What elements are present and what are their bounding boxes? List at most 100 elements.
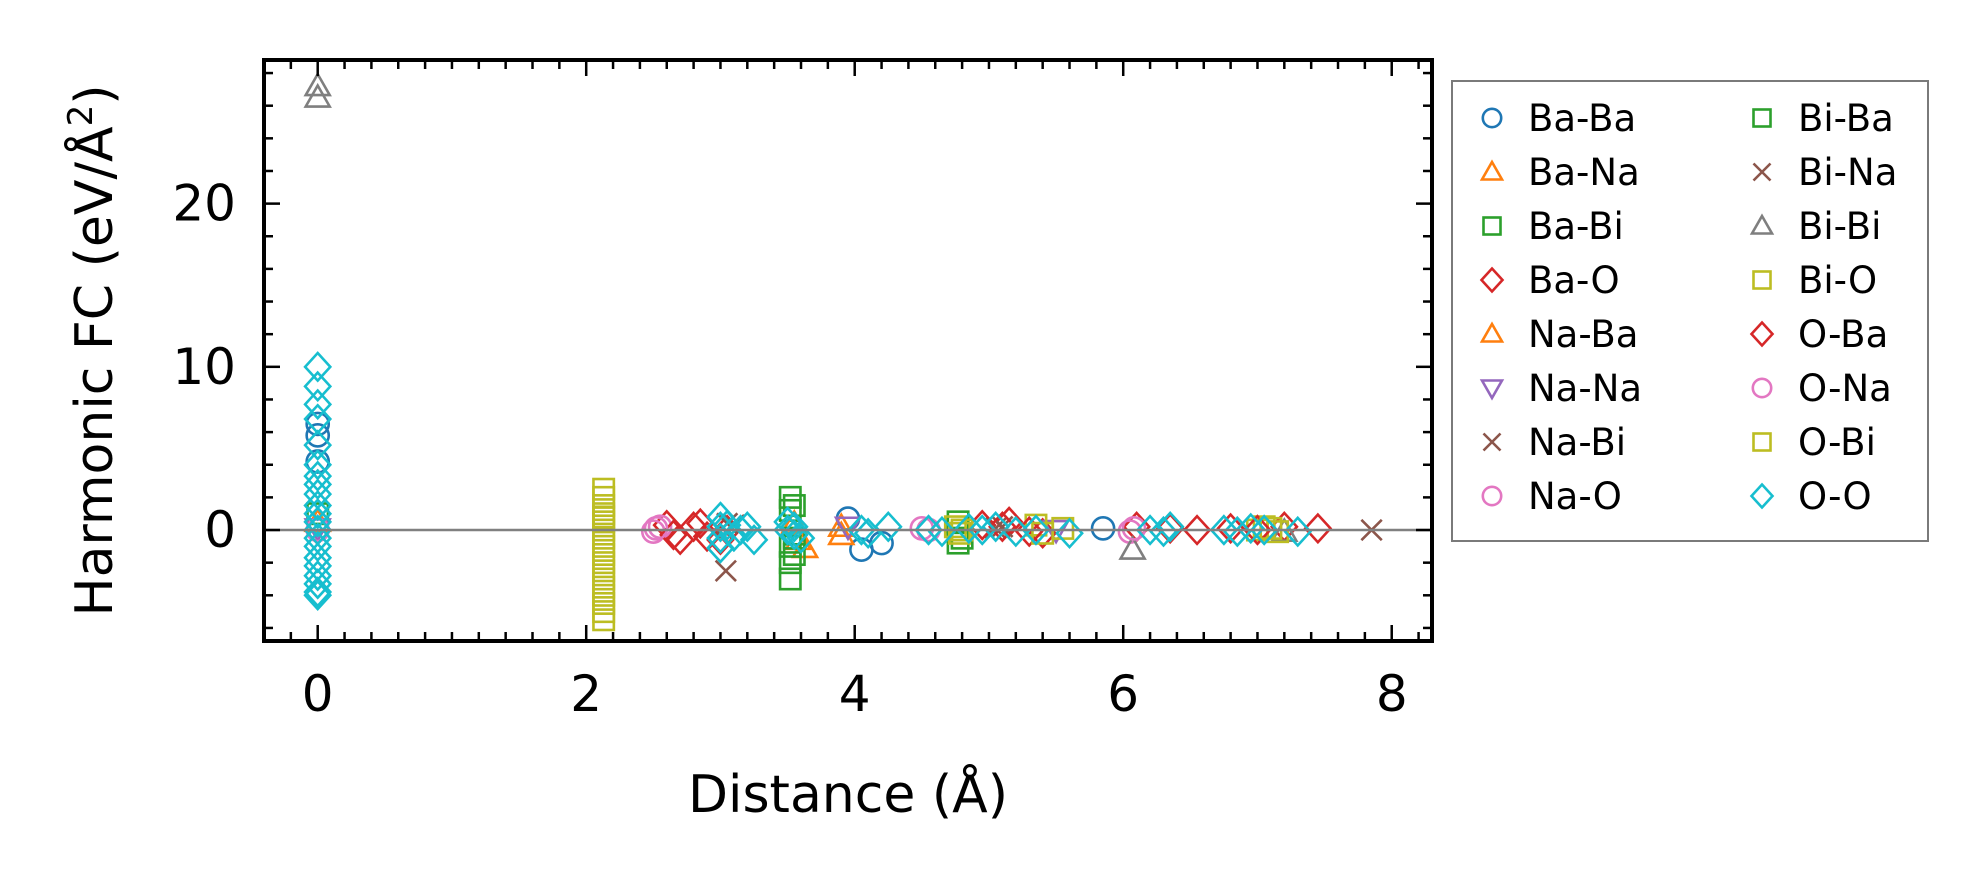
- data-point-o-o: [1222, 515, 1252, 548]
- legend-marker-na-na: [1479, 379, 1505, 401]
- data-point-o-bi: [1259, 516, 1283, 540]
- data-point-o-o: [1149, 515, 1178, 548]
- legend-marker-o-bi: [1752, 432, 1772, 452]
- data-point-na-na: [833, 516, 863, 542]
- data-point-ba-na: [827, 520, 856, 546]
- data-point-ba-bi: [778, 485, 802, 509]
- legend-label-ba-o: Ba-O: [1528, 259, 1620, 302]
- data-point-o-o: [779, 511, 809, 543]
- data-point-o-o: [914, 514, 943, 546]
- y-axis-label-close: ): [65, 84, 125, 104]
- y-axis-label-superscript: 2: [61, 105, 101, 127]
- legend-marker-bi-na: [1752, 162, 1772, 182]
- data-point-bi-o: [943, 515, 967, 539]
- y-tick-label: 0: [204, 501, 236, 559]
- data-point-o-o: [1021, 514, 1051, 546]
- data-point-o-o: [954, 512, 984, 545]
- legend: Ba-Ba Ba-Na Ba-Bi Ba-O Na-Ba Na-Na Na-Bi Na-O Bi…: [1451, 80, 1929, 542]
- data-point-bi-bi: [303, 71, 332, 97]
- data-point-ba-ba: [305, 423, 331, 448]
- data-point-o-bi: [592, 505, 616, 529]
- data-point-o-o: [303, 370, 333, 403]
- data-point-o-o: [981, 511, 1011, 543]
- legend-marker-ba-bi: [1482, 216, 1502, 236]
- legend-label-bi-ba: Bi-Ba: [1798, 97, 1894, 140]
- legend-marker-na-o: [1481, 485, 1503, 507]
- data-point-o-o: [303, 489, 333, 522]
- legend-marker-o-ba: [1749, 320, 1775, 348]
- legend-marker-bi-bi: [1749, 213, 1775, 235]
- data-point-ba-o: [1182, 514, 1212, 546]
- data-point-na-na: [1041, 519, 1071, 545]
- data-point-ba-bi: [778, 567, 802, 591]
- data-point-o-o: [303, 468, 333, 501]
- legend-label-na-ba: Na-Ba: [1528, 313, 1638, 356]
- data-point-o-o: [1283, 515, 1313, 548]
- data-point-o-o: [967, 514, 997, 546]
- legend-label-na-na: Na-Na: [1528, 367, 1642, 410]
- data-point-o-na: [643, 516, 669, 541]
- data-point-o-o: [303, 542, 333, 574]
- data-point-ba-o: [679, 511, 708, 543]
- data-point-o-o: [303, 388, 333, 421]
- data-point-o-o: [786, 522, 816, 554]
- x-tick-label: 6: [1107, 665, 1139, 723]
- data-point-o-o: [726, 514, 755, 546]
- x-tick-label: 2: [570, 665, 602, 723]
- legend-label-o-na: O-Na: [1798, 367, 1892, 410]
- axis-tick-labels: 0 2 4 6 8 0 10 20: [172, 175, 1407, 723]
- legend-frame: [1451, 80, 1929, 542]
- y-tick-label: 10: [172, 338, 236, 396]
- legend-marker-o-o: [1749, 482, 1775, 510]
- data-point-o-o: [303, 351, 333, 383]
- data-markers: [303, 71, 1383, 632]
- data-point-o-o: [303, 506, 333, 538]
- legend-label-ba-na: Ba-Na: [1528, 151, 1640, 194]
- data-point-ba-ba: [869, 530, 894, 556]
- legend-marker-ba-na: [1479, 159, 1505, 181]
- data-point-o-o: [847, 514, 876, 546]
- x-tick-label: 8: [1376, 665, 1408, 723]
- data-point-o-ba: [1014, 515, 1044, 548]
- legend-marker-ba-o: [1479, 266, 1505, 294]
- data-point-o-o: [303, 576, 333, 608]
- data-point-na-bi: [714, 559, 737, 582]
- data-point-o-o: [1055, 517, 1084, 550]
- legend-label-bi-o: Bi-O: [1798, 259, 1877, 302]
- data-point-o-o: [1236, 512, 1266, 545]
- data-point-o-ba: [1243, 514, 1272, 546]
- data-point-o-o: [303, 579, 333, 612]
- legend-marker-bi-o: [1752, 270, 1772, 290]
- data-point-ba-o: [1303, 512, 1333, 545]
- data-point-ba-ba: [305, 411, 331, 437]
- data-point-na-ba: [827, 512, 856, 538]
- legend-label-bi-na: Bi-Na: [1798, 151, 1897, 194]
- axis-ticks: [262, 60, 1432, 641]
- legend-label-ba-ba: Ba-Ba: [1528, 97, 1636, 140]
- data-point-o-o: [303, 559, 333, 592]
- data-point-bi-bi: [303, 82, 332, 108]
- legend-label-na-bi: Na-Bi: [1528, 421, 1626, 464]
- data-point-o-o: [706, 511, 735, 543]
- legend-label-o-ba: O-Ba: [1798, 313, 1888, 356]
- data-point-o-o: [873, 511, 903, 543]
- data-point-o-o: [927, 515, 957, 548]
- y-axis-label-text: Harmonic FC (eV/Å: [63, 126, 125, 617]
- legend-marker-o-na: [1751, 377, 1773, 399]
- data-point-o-o: [732, 511, 762, 543]
- data-point-bi-bi: [1118, 534, 1147, 560]
- y-tick-label: 20: [172, 175, 236, 233]
- legend-label-o-bi: O-Bi: [1798, 421, 1876, 464]
- plot-area-frame: [262, 58, 1434, 643]
- data-point-ba-o: [1028, 517, 1058, 550]
- legend-label-na-o: Na-O: [1528, 475, 1622, 518]
- legend-items: Ba-Ba Ba-Na Ba-Bi Ba-O Na-Ba Na-Na Na-Bi Na-O Bi…: [1479, 97, 1897, 518]
- x-tick-label: 4: [839, 665, 871, 723]
- data-point-ba-ba: [1090, 516, 1116, 541]
- data-point-o-o: [303, 568, 333, 600]
- data-point-o-o: [706, 522, 735, 554]
- data-point-o-o: [739, 524, 769, 556]
- data-point-o-o: [1209, 514, 1239, 546]
- data-point-o-o: [773, 506, 802, 538]
